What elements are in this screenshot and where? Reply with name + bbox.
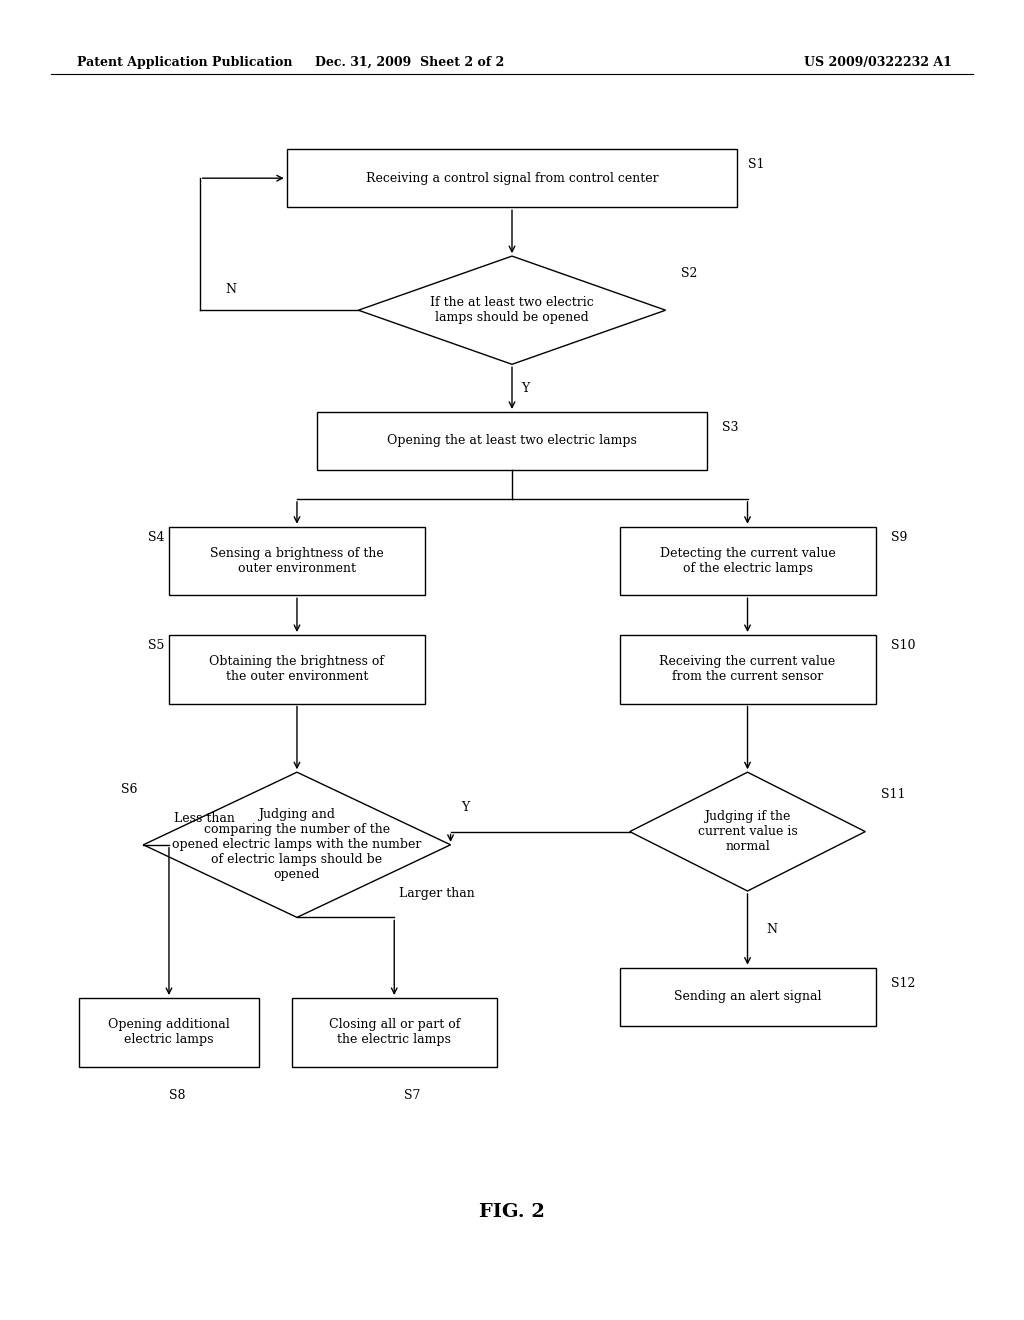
Text: N: N — [225, 282, 237, 296]
Text: Larger than: Larger than — [399, 887, 475, 900]
Text: S2: S2 — [681, 267, 697, 280]
Polygon shape — [143, 772, 451, 917]
Text: Opening additional
electric lamps: Opening additional electric lamps — [109, 1018, 229, 1047]
FancyBboxPatch shape — [287, 149, 737, 207]
Text: Sending an alert signal: Sending an alert signal — [674, 990, 821, 1003]
Text: S8: S8 — [169, 1089, 185, 1102]
Text: S12: S12 — [891, 977, 915, 990]
FancyBboxPatch shape — [620, 527, 876, 595]
Text: S3: S3 — [722, 421, 738, 434]
Text: US 2009/0322232 A1: US 2009/0322232 A1 — [805, 55, 952, 69]
FancyBboxPatch shape — [169, 635, 425, 704]
Text: Less than: Less than — [174, 812, 234, 825]
Text: Y: Y — [461, 801, 469, 814]
Text: S5: S5 — [148, 639, 165, 652]
FancyBboxPatch shape — [80, 998, 258, 1067]
Text: S1: S1 — [748, 158, 764, 172]
Text: S6: S6 — [121, 783, 137, 796]
FancyBboxPatch shape — [292, 998, 497, 1067]
Text: If the at least two electric
lamps should be opened: If the at least two electric lamps shoul… — [430, 296, 594, 325]
Text: Sensing a brightness of the
outer environment: Sensing a brightness of the outer enviro… — [210, 546, 384, 576]
Text: Receiving a control signal from control center: Receiving a control signal from control … — [366, 172, 658, 185]
Text: Receiving the current value
from the current sensor: Receiving the current value from the cur… — [659, 655, 836, 684]
Text: S11: S11 — [881, 788, 905, 801]
Text: Judging if the
current value is
normal: Judging if the current value is normal — [697, 810, 798, 853]
Text: Y: Y — [521, 381, 529, 395]
FancyBboxPatch shape — [620, 635, 876, 704]
Text: Dec. 31, 2009  Sheet 2 of 2: Dec. 31, 2009 Sheet 2 of 2 — [315, 55, 504, 69]
Polygon shape — [358, 256, 666, 364]
Text: Detecting the current value
of the electric lamps: Detecting the current value of the elect… — [659, 546, 836, 576]
Text: N: N — [766, 923, 777, 936]
Text: Patent Application Publication: Patent Application Publication — [77, 55, 292, 69]
Text: Judging and
comparing the number of the
opened electric lamps with the number
of: Judging and comparing the number of the … — [172, 808, 422, 882]
Text: Closing all or part of
the electric lamps: Closing all or part of the electric lamp… — [329, 1018, 460, 1047]
Text: S7: S7 — [404, 1089, 421, 1102]
Text: Obtaining the brightness of
the outer environment: Obtaining the brightness of the outer en… — [210, 655, 384, 684]
Text: FIG. 2: FIG. 2 — [479, 1203, 545, 1221]
Polygon shape — [630, 772, 865, 891]
Text: S4: S4 — [148, 531, 165, 544]
FancyBboxPatch shape — [620, 968, 876, 1026]
Text: S9: S9 — [891, 531, 907, 544]
FancyBboxPatch shape — [317, 412, 707, 470]
Text: S10: S10 — [891, 639, 915, 652]
FancyBboxPatch shape — [169, 527, 425, 595]
Text: Opening the at least two electric lamps: Opening the at least two electric lamps — [387, 434, 637, 447]
